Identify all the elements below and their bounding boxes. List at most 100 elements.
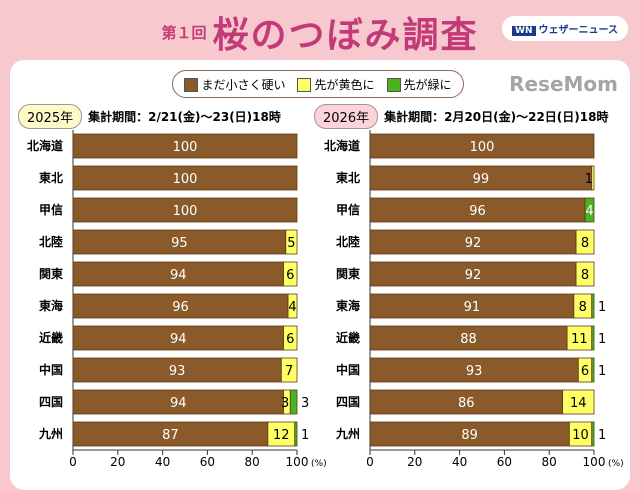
- bar-segment: [72, 357, 282, 383]
- category-label: 関東: [336, 266, 360, 281]
- data-label: 10: [572, 428, 589, 443]
- data-label: 6: [286, 332, 294, 347]
- bar-segment: [287, 293, 298, 319]
- bar-segment: [289, 389, 298, 415]
- data-label: 14: [570, 396, 587, 411]
- data-label: 3: [281, 396, 289, 411]
- data-label: 93: [169, 364, 186, 379]
- period-2025: 集計期間：2/21(金)～23(日)18時: [88, 110, 281, 124]
- category-label: 四国: [39, 395, 63, 409]
- bar-segment: [72, 293, 289, 319]
- x-tick-label: 0: [366, 455, 374, 469]
- x-tick-label: 100: [286, 455, 309, 469]
- resemom-watermark: ReseMom: [509, 72, 618, 96]
- bar-segment: [267, 421, 296, 447]
- data-label: 96: [172, 300, 189, 315]
- logo-text: ウェザーニュース: [538, 25, 619, 36]
- data-label: 100: [173, 140, 198, 155]
- category-label: 北陸: [39, 234, 63, 249]
- bar-segment: [575, 229, 595, 255]
- data-label: 92: [465, 236, 482, 251]
- bar-segment: [591, 325, 595, 351]
- category-label: 中国: [39, 362, 63, 377]
- bar-segment: [566, 325, 593, 351]
- data-label: 100: [470, 140, 495, 155]
- category-label: 近畿: [336, 330, 360, 345]
- legend-item-green: 先が緑に: [386, 76, 452, 93]
- bar-segment: [575, 261, 595, 287]
- data-label: 1: [301, 428, 309, 443]
- data-label: 1: [598, 300, 606, 315]
- data-label: 4: [288, 300, 296, 315]
- page-title: 第１回 桜のつぼみ調査: [0, 6, 640, 58]
- data-label: 1: [598, 332, 606, 347]
- bar-segment: [591, 293, 595, 319]
- bar-segment: [280, 357, 298, 383]
- category-label: 東海: [39, 298, 63, 313]
- data-label: 86: [458, 396, 475, 411]
- logo-mark: WN: [512, 26, 536, 36]
- legend: まだ小さく硬い 先が黄色に 先が緑に: [172, 70, 464, 98]
- header-2025: 2025年 集計期間：2/21(金)～23(日)18時: [18, 104, 281, 129]
- bar-segment: [369, 261, 577, 287]
- bar-segment: [591, 421, 595, 447]
- x-tick-label: 80: [542, 455, 557, 469]
- data-label: 99: [473, 172, 490, 187]
- bar-segment: [72, 133, 298, 159]
- category-label: 近畿: [39, 330, 63, 345]
- bar-segment: [369, 293, 575, 319]
- data-label: 94: [170, 396, 187, 411]
- category-label: 中国: [336, 362, 360, 377]
- year-badge-2025: 2025年: [18, 104, 83, 129]
- data-label: 1: [598, 428, 606, 443]
- weathernews-logo: WN ウェザーニュース: [502, 16, 628, 41]
- bar-segment: [369, 165, 593, 191]
- data-label: 7: [285, 364, 293, 379]
- bar-segment: [283, 261, 298, 287]
- data-label: 1: [585, 172, 593, 187]
- data-label: 12: [273, 428, 290, 443]
- title-prefix: 第１回: [161, 23, 207, 42]
- bar-segment: [72, 325, 284, 351]
- data-label: 11: [571, 332, 588, 347]
- legend-item-hard: まだ小さく硬い: [184, 76, 285, 93]
- category-label: 北海道: [27, 138, 63, 153]
- x-tick-label: 80: [245, 455, 260, 469]
- period-2026: 集計期間：2月20日(金)～22日(日)18時: [384, 110, 609, 124]
- data-label: 94: [170, 332, 187, 347]
- title-main: 桜のつぼみ調査: [212, 15, 479, 56]
- category-label: 甲信: [39, 202, 63, 217]
- category-label: 九州: [335, 426, 360, 441]
- x-tick-label: 0: [69, 455, 77, 469]
- x-tick-label: 100: [583, 455, 606, 469]
- bar-segment: [283, 325, 298, 351]
- bar-segment: [72, 389, 284, 415]
- data-label: 96: [469, 204, 486, 219]
- category-label: 北陸: [336, 234, 360, 249]
- bar-segment: [72, 421, 269, 447]
- data-label: 4: [585, 204, 593, 219]
- category-label: 九州: [38, 426, 63, 441]
- category-label: 東海: [336, 298, 360, 313]
- data-label: 1: [598, 364, 606, 379]
- bar-segment: [369, 389, 564, 415]
- header-2026: 2026年 集計期間：2月20日(金)～22日(日)18時: [314, 104, 608, 129]
- bar-segment: [285, 229, 298, 255]
- bar-segment: [584, 197, 595, 223]
- x-tick-label: 40: [155, 455, 170, 469]
- data-label: 6: [286, 268, 294, 283]
- bar-segment: [72, 197, 298, 223]
- x-tick-label: 20: [110, 455, 125, 469]
- bar-segment: [369, 325, 568, 351]
- data-label: 89: [461, 428, 478, 443]
- legend-item-yellow: 先が黄色に: [297, 76, 375, 93]
- data-label: 5: [287, 236, 295, 251]
- data-label: 92: [465, 268, 482, 283]
- data-label: 95: [171, 236, 188, 251]
- category-label: 甲信: [336, 202, 360, 217]
- x-tick-label: 40: [452, 455, 467, 469]
- category-label: 東北: [39, 170, 63, 185]
- bar-segment: [591, 165, 595, 191]
- category-label: 関東: [39, 266, 63, 281]
